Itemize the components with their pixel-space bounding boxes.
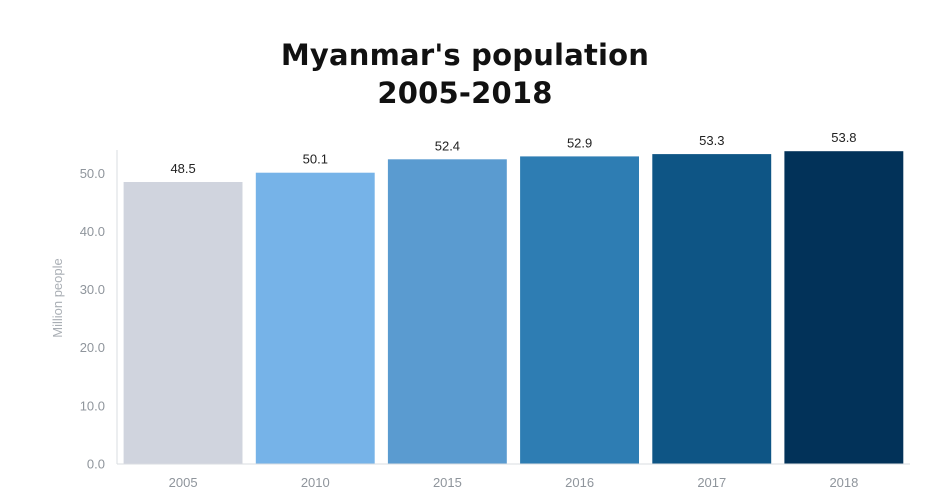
y-tick-label: 10.0 <box>80 398 105 413</box>
bar-2017 <box>652 154 772 464</box>
x-axis-ticks: 2005 2010 2015 2016 2017 2018 <box>169 475 859 490</box>
y-tick-label: 20.0 <box>80 340 105 355</box>
chart-title-line-2: 2005-2018 <box>377 76 553 110</box>
y-tick-label: 30.0 <box>80 282 105 297</box>
bar-2016 <box>520 156 639 464</box>
bar-2010 <box>255 172 375 464</box>
chart-title-line-1: Myanmar's population <box>280 38 650 72</box>
bar-value-label: 53.3 <box>699 133 724 148</box>
y-tick-label: 40.0 <box>80 224 105 239</box>
bar-2015 <box>387 159 507 465</box>
bar-value-labels: 48.5 50.1 52.4 52.9 53.3 53.8 <box>170 130 856 176</box>
bar-2018 <box>784 151 904 464</box>
x-tick-label: 2005 <box>169 475 198 490</box>
bars <box>123 151 904 465</box>
x-tick-label: 2015 <box>433 475 462 490</box>
bar-value-label: 52.4 <box>435 138 460 153</box>
bar-value-label: 48.5 <box>170 161 195 176</box>
y-axis-ticks: 0.0 10.0 20.0 30.0 40.0 50.0 <box>80 166 105 472</box>
bar-value-label: 50.1 <box>303 152 328 167</box>
y-axis-title: Million people <box>50 258 65 338</box>
bar-2005 <box>123 182 243 464</box>
x-tick-label: 2017 <box>697 475 726 490</box>
x-tick-label: 2010 <box>301 475 330 490</box>
x-tick-label: 2016 <box>565 475 594 490</box>
bar-value-label: 52.9 <box>567 135 592 150</box>
y-tick-label: 50.0 <box>80 166 105 181</box>
x-tick-label: 2018 <box>829 475 858 490</box>
bar-value-label: 53.8 <box>831 130 856 145</box>
y-tick-label: 0.0 <box>87 457 105 472</box>
